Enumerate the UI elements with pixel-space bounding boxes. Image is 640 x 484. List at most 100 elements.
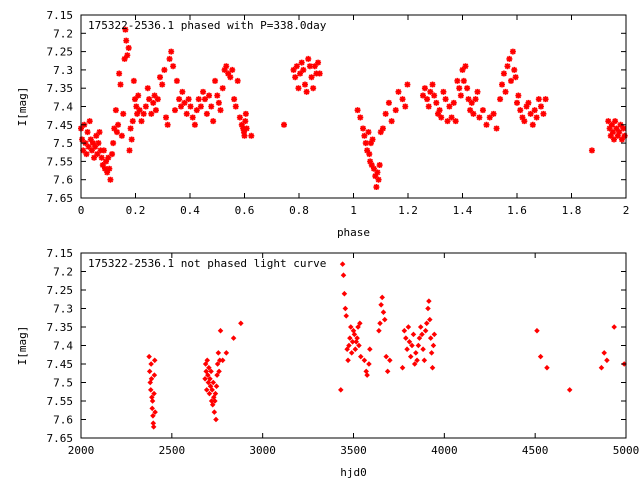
phased-y-tick-label: 7.65 [47,192,74,205]
phased-data-point [135,92,142,99]
phased-data-point [212,77,219,84]
phased-light-curve-panel: 0 0.2 0.4 0.6 0.8 1 1.2 1.4 1.6 1.8 2 7.15 7.2 7.25 7.… [16,9,629,239]
phased-data-point [292,74,299,81]
phased-data-point [248,132,255,139]
phased-data-point [219,85,226,92]
phased-data-point [238,121,245,128]
phased-x-tick-label: 0 [78,204,85,217]
phased-data-point [111,125,118,132]
unphased-y-tick-label: 7.45 [47,358,74,371]
phased-data-point [83,151,90,158]
unphased-data-point [146,368,153,375]
phased-data-point [107,176,114,183]
phased-data-point [97,147,104,154]
unphased-data-point [212,390,219,397]
unphased-light-curve-panel: 2000 2500 3000 3500 4000 4500 5000 7.15 7.2 7.25 7… [16,247,639,479]
unphased-x-tick-label: 4500 [522,444,549,457]
unphased-data-point [403,335,409,341]
unphased-data-point [151,372,158,378]
unphased-data-point [338,387,344,393]
unphased-data-point [409,342,415,349]
phased-data-point [79,136,86,143]
phased-x-tick-label: 0.6 [235,204,255,217]
phased-data-point [298,59,305,66]
phased-data-point [621,132,628,139]
unphased-data-point [383,353,389,360]
phased-data-point [134,110,141,117]
phased-data-point [240,125,247,132]
phased-data-point [305,55,312,62]
unphased-data-point [415,342,422,349]
phased-data-point [311,63,318,70]
phased-data-point [372,173,379,180]
unphased-data-point [407,353,414,360]
phased-data-point [424,96,431,103]
phased-data-point [385,99,392,106]
phased-data-point [497,96,504,103]
unphased-data-point [207,376,213,382]
phased-data-point [128,136,135,143]
phased-data-point [617,121,624,128]
phased-data-point [234,77,241,84]
phased-x-tick-label: 1.8 [562,204,582,217]
unphased-y-axis-label: I[mag] [16,326,29,366]
unphased-data-point [429,364,436,371]
unphased-data-point [604,357,610,364]
phased-data-point [96,129,103,136]
phased-data-point [512,74,519,81]
phased-data-point [313,70,320,77]
unphased-data-point [205,372,211,378]
phased-data-point [242,118,249,125]
phased-data-point [85,143,92,150]
phased-data-point [100,147,107,154]
phased-data-point [170,63,177,70]
phased-data-point [225,70,232,77]
phased-data-point [436,107,443,114]
phased-data-point [429,81,436,88]
phased-data-point [515,92,522,99]
phased-data-point [433,99,440,106]
unphased-data-point [611,324,617,330]
unphased-data-point [209,387,215,393]
phased-data-point [457,92,464,99]
phased-x-tick-label: 1.4 [453,204,473,217]
phased-data-point [146,96,153,103]
unphased-data-point [357,320,363,327]
unphased-data-point [427,316,433,323]
phased-data-point [118,132,125,139]
unphased-data-point [202,361,209,367]
phased-data-point [431,92,438,99]
phased-data-point [295,85,302,92]
phased-data-point [142,103,149,110]
phased-data-point [105,154,112,161]
unphased-data-point [352,346,359,352]
phased-data-point [468,99,475,106]
phased-data-point [152,107,159,114]
phased-data-point [446,103,453,110]
unphased-data-point [384,368,391,375]
phased-data-point [361,132,368,139]
phased-data-point [609,129,616,136]
phased-data-point [366,151,373,158]
phased-data-point [84,129,91,136]
phased-data-point [144,85,151,92]
unphased-data-point [206,390,213,397]
unphased-data-point [204,357,211,364]
phased-y-tick-label: 7.35 [47,82,74,95]
phased-data-point [223,63,230,70]
phased-data-point [472,96,479,103]
phased-data-point [94,151,101,158]
phased-data-point [506,55,513,62]
unphased-data-point [148,361,154,367]
phased-y-tick-label: 7.25 [47,46,74,59]
phased-data-point [297,70,304,77]
unphased-data-point [381,316,388,323]
unphased-data-point [566,387,573,393]
unphased-y-tick-label: 7.35 [47,321,74,334]
unphased-data-point [146,353,152,360]
phased-data-point [504,63,511,70]
phased-data-point [476,114,483,121]
phased-data-point [354,107,361,114]
phased-data-point [367,158,374,165]
